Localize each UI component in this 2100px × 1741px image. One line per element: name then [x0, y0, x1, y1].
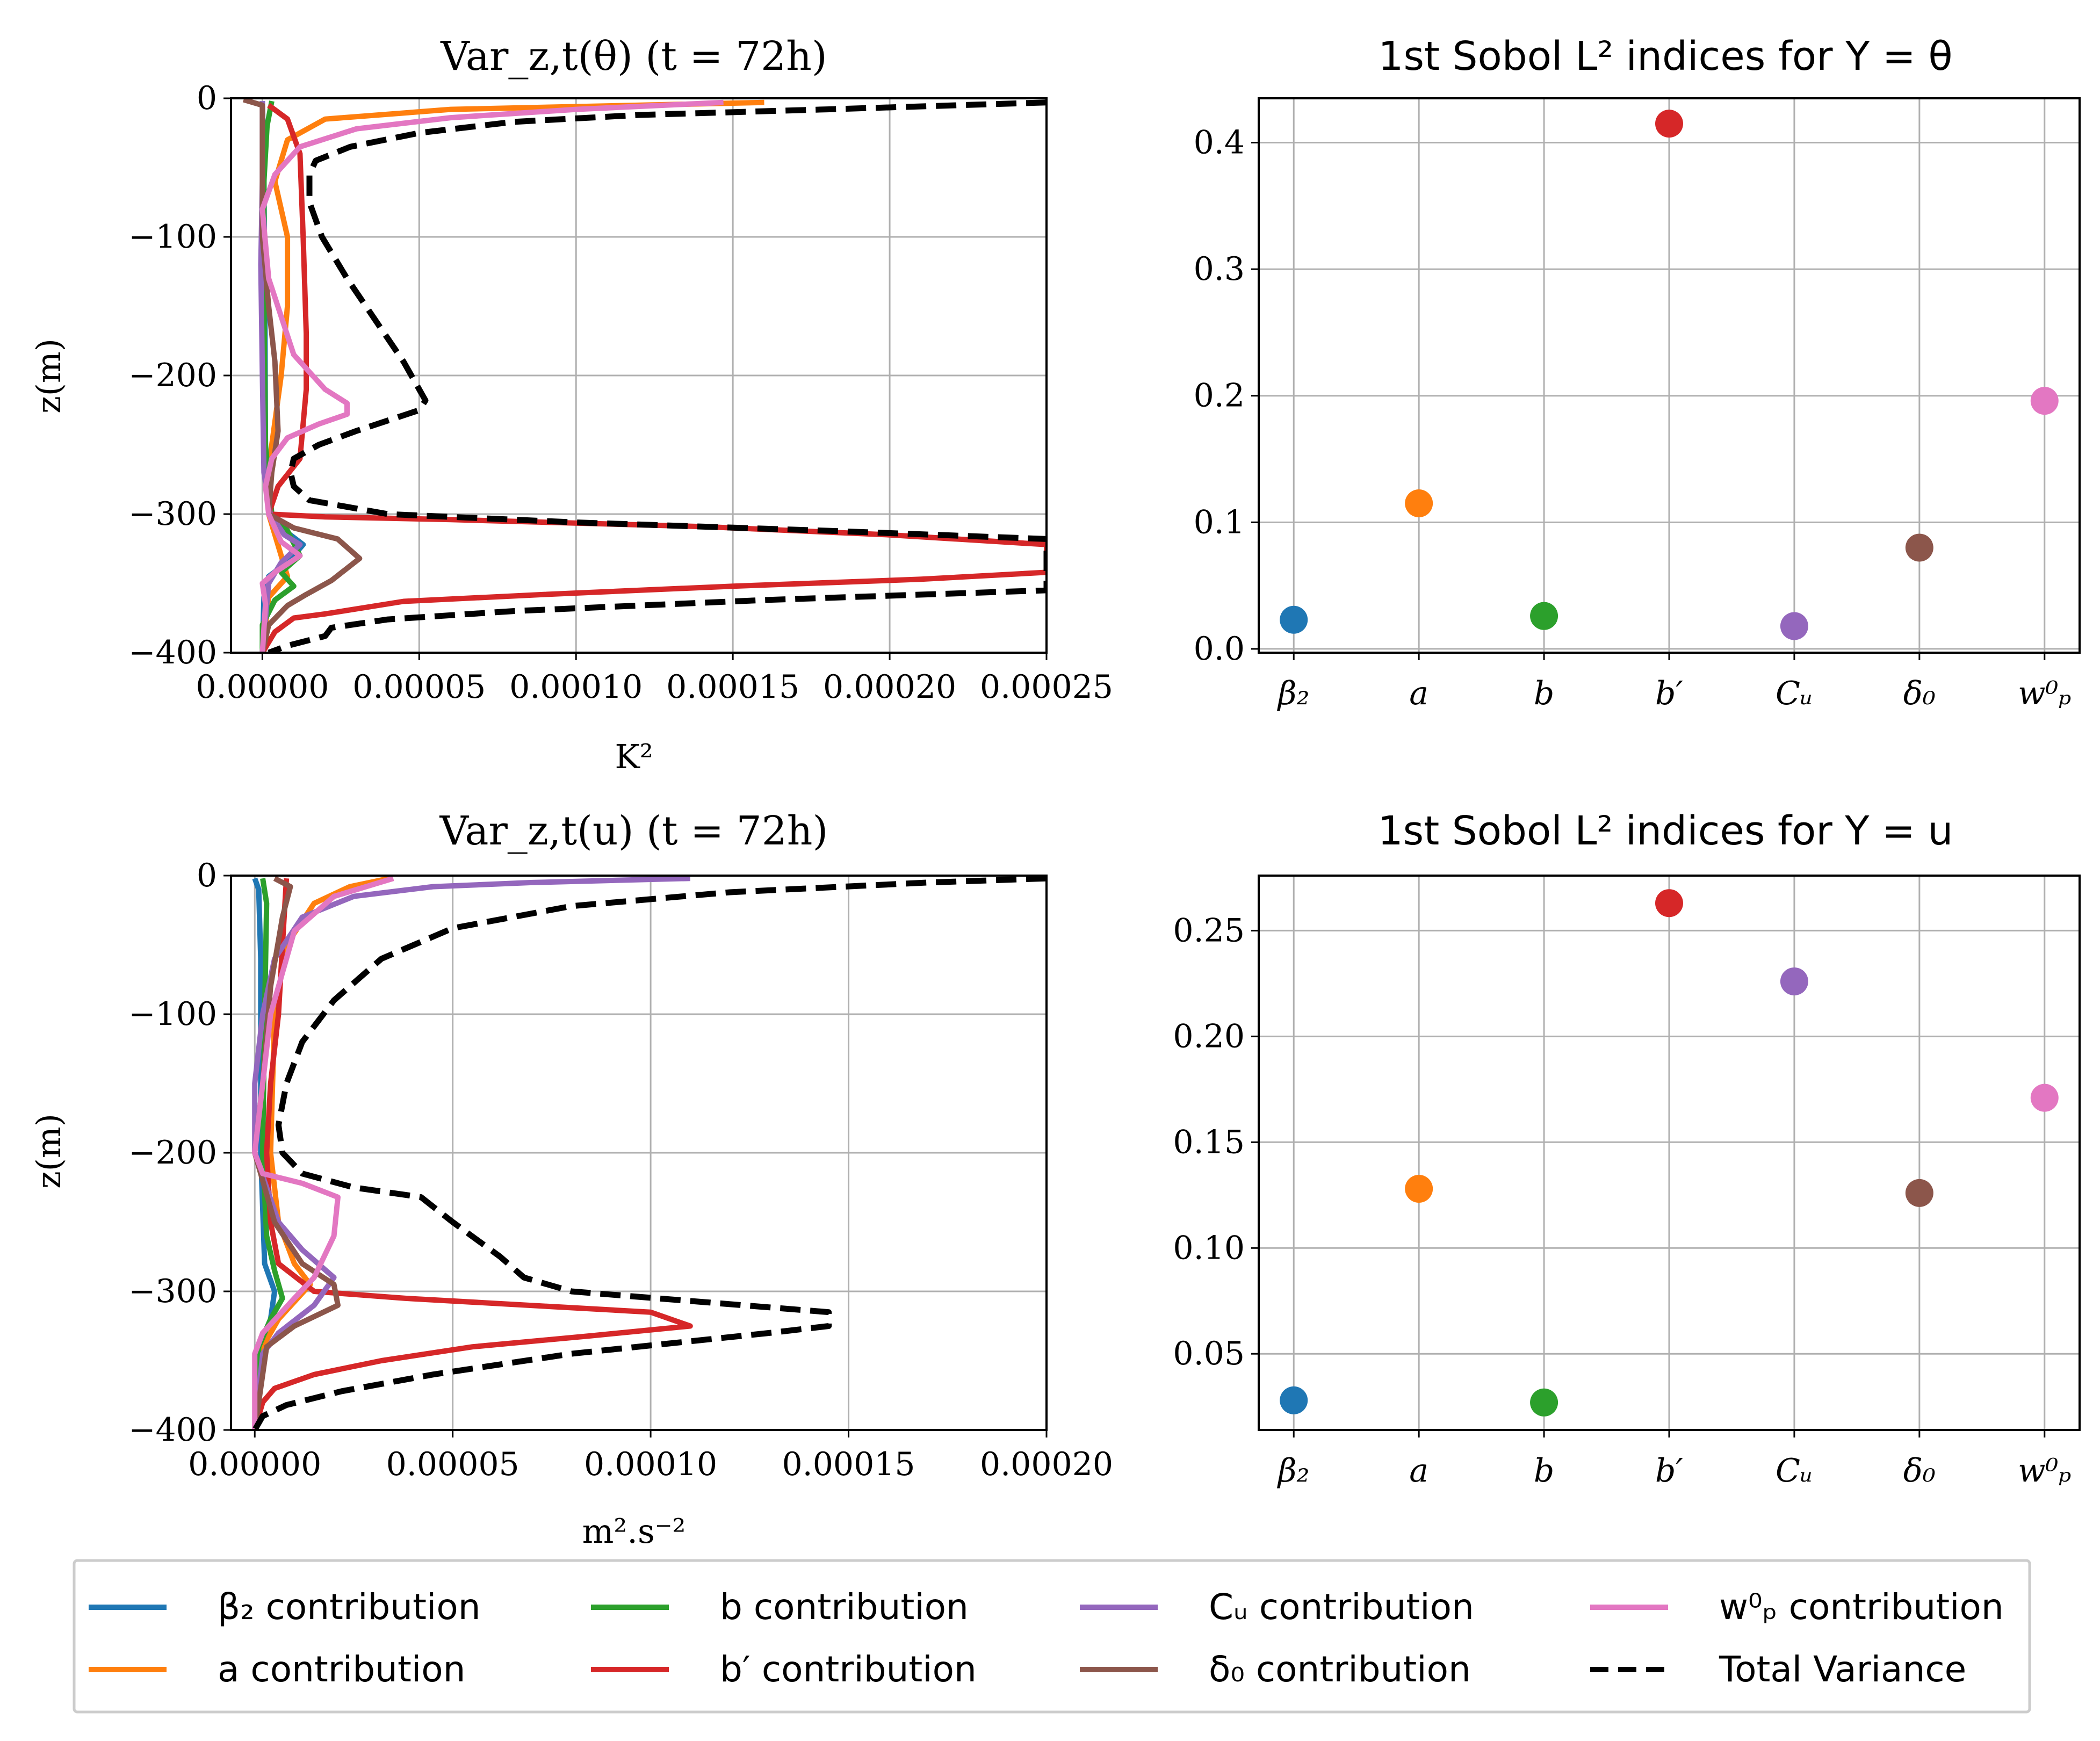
sobol-point-a [1405, 489, 1433, 517]
y-tick-label: 0.15 [1173, 1123, 1245, 1161]
legend-label-Cu: Cᵤ contribution [1209, 1586, 1474, 1628]
u-variance-ylabel: z(m) [29, 1114, 68, 1189]
sobol-point-b [1530, 602, 1558, 630]
sobol-point-bprime [1655, 889, 1683, 918]
sobol-point-a [1405, 1174, 1433, 1203]
legend-label-b: b contribution [720, 1586, 969, 1628]
x-tick-label: 0.00025 [980, 668, 1113, 706]
y-tick-label: 0.20 [1173, 1017, 1245, 1055]
y-tick-label: 0.05 [1173, 1335, 1245, 1372]
series-line-wp0 [259, 99, 724, 653]
category-label: b′ [1655, 1452, 1683, 1490]
category-label: β₂ [1277, 1452, 1310, 1490]
theta-variance-panel: Var_z,t(θ) (t = 72h) K² z(m) 0.00000 0.00… [29, 33, 1113, 776]
plot-frame [1258, 97, 2081, 654]
x-tick-label: 0.00005 [386, 1446, 519, 1483]
x-tick-label: 0.00000 [188, 1446, 321, 1483]
y-tick-label: 0.4 [1194, 124, 1245, 161]
category-label: w⁰ₚ [2018, 675, 2071, 712]
sobol-theta-title: 1st Sobol L² indices for Y = θ [1378, 33, 1952, 80]
series-line-a [259, 99, 764, 653]
category-label: b [1534, 675, 1554, 712]
x-tick-label: 0.00005 [352, 668, 486, 706]
y-tick-label: 0.1 [1194, 503, 1245, 541]
sobol-point-b [1530, 1388, 1558, 1417]
legend-label-wp0: w⁰ₚ contribution [1719, 1586, 2004, 1628]
y-tick-label: −300 [128, 1273, 217, 1310]
sobol-point-bprime [1655, 110, 1683, 138]
legend-label-beta2: β₂ contribution [218, 1586, 481, 1628]
category-label: a [1409, 1452, 1428, 1490]
sobol-point-Cu [1780, 612, 1808, 640]
y-tick-label: 0.10 [1173, 1229, 1245, 1267]
plot-frame [1258, 875, 2081, 1431]
y-tick-label: 0 [197, 857, 217, 894]
legend: β₂ contribution b contribution Cᵤ contribu… [73, 1559, 2031, 1714]
plot-frame [230, 875, 1048, 1431]
y-tick-label: 0.0 [1194, 630, 1245, 668]
category-label: δ₀ [1903, 1452, 1936, 1490]
series-line-delta0 [252, 876, 341, 1430]
sobol-u-title: 1st Sobol L² indices for Y = u [1378, 808, 1953, 854]
u-variance-title: Var_z,t(u) (t = 72h) [439, 808, 828, 854]
sobol-point-delta0 [1905, 1179, 1933, 1207]
x-tick-label: 0.00015 [782, 1446, 915, 1483]
sobol-point-Cu [1780, 967, 1808, 995]
plot-frame [230, 97, 1048, 654]
sobol-u-panel: 1st Sobol L² indices for Y = u β₂ a b b′ Cᵤ δ… [1173, 808, 2081, 1490]
category-label: δ₀ [1903, 675, 1936, 712]
series-line-wp0 [252, 876, 394, 1430]
sobol-point-wp0 [2030, 1083, 2059, 1112]
x-tick-label: 0.00020 [980, 1446, 1113, 1483]
u-variance-panel: Var_z,t(u) (t = 72h) m².s⁻² z(m) 0.00000… [29, 808, 1113, 1551]
y-tick-label: −400 [128, 1411, 217, 1449]
category-label: w⁰ₚ [2018, 1452, 2071, 1490]
y-tick-label: 0.3 [1194, 250, 1245, 288]
y-tick-label: −100 [128, 218, 217, 256]
y-tick-label: −200 [128, 357, 217, 394]
y-tick-label: 0.25 [1173, 912, 1245, 949]
legend-label-total: Total Variance [1719, 1649, 1966, 1690]
theta-variance-ylabel: z(m) [29, 338, 68, 414]
x-tick-label: 0.00015 [666, 668, 799, 706]
category-label: Cᵤ [1776, 675, 1813, 712]
y-tick-label: −300 [128, 495, 217, 533]
legend-frame [73, 1559, 2031, 1714]
x-tick-label: 0.00010 [584, 1446, 717, 1483]
series-line-bprime [252, 878, 693, 1430]
y-tick-label: 0 [197, 80, 217, 117]
legend-label-bprime: b′ contribution [720, 1649, 977, 1690]
theta-variance-xlabel: K² [615, 737, 653, 776]
sobol-point-beta2 [1280, 1386, 1308, 1414]
series-line-Cu [252, 876, 690, 1430]
x-tick-label: 0.00020 [823, 668, 956, 706]
category-label: b′ [1655, 675, 1683, 712]
sobol-point-delta0 [1905, 533, 1933, 562]
y-tick-label: 0.2 [1194, 377, 1245, 415]
legend-label-delta0: δ₀ contribution [1209, 1649, 1471, 1690]
category-label: Cᵤ [1776, 1452, 1813, 1490]
sobol-theta-panel: 1st Sobol L² indices for Y = θ β₂ a b b′ Cᵤ δ… [1194, 33, 2081, 712]
u-variance-xlabel: m².s⁻² [582, 1512, 686, 1551]
sobol-point-beta2 [1280, 605, 1308, 634]
y-tick-label: −100 [128, 995, 217, 1033]
theta-variance-title: Var_z,t(θ) (t = 72h) [440, 33, 827, 80]
y-tick-label: −400 [128, 634, 217, 671]
series-line-total [268, 99, 1047, 653]
y-tick-label: −200 [128, 1134, 217, 1172]
series-line-total [252, 876, 1047, 1430]
x-tick-label: 0.00010 [509, 668, 643, 706]
category-label: a [1409, 675, 1428, 712]
category-label: b [1534, 1452, 1554, 1490]
x-tick-label: 0.00000 [196, 668, 329, 706]
category-label: β₂ [1277, 675, 1310, 712]
sobol-point-wp0 [2030, 387, 2059, 415]
legend-label-a: a contribution [218, 1649, 465, 1690]
